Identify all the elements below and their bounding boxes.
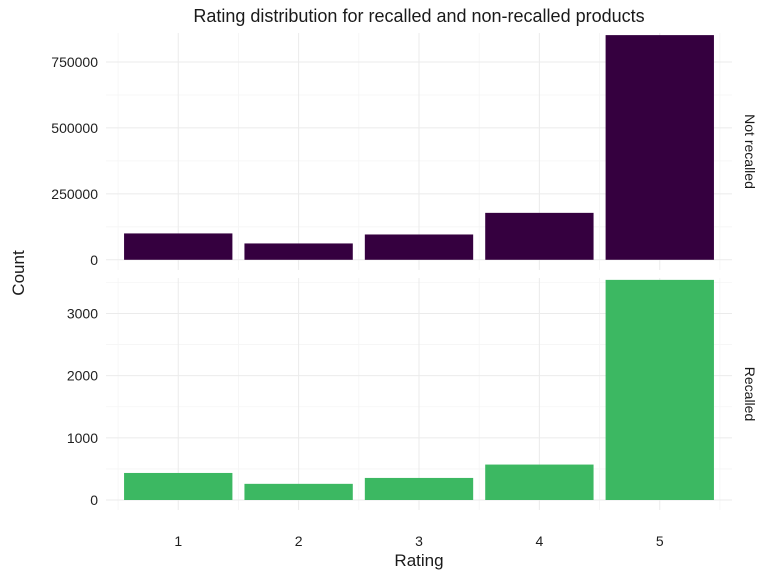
- x-tick-labels: 1 2 3 4 5: [174, 533, 664, 549]
- bar: [605, 279, 714, 501]
- y-tick-label: 0: [90, 252, 98, 268]
- y-tick-label: 3000: [67, 305, 98, 321]
- x-tick-label: 4: [535, 533, 543, 549]
- y-tick-label: 750000: [51, 54, 98, 70]
- y-tick-label: 1000: [67, 430, 98, 446]
- x-tick-label: 1: [174, 533, 182, 549]
- chart-title: Rating distribution for recalled and non…: [193, 6, 644, 26]
- x-tick-label: 2: [295, 533, 303, 549]
- x-tick-label: 5: [656, 533, 664, 549]
- facet-strip-label: Not recalled: [742, 114, 758, 189]
- bar: [244, 483, 353, 501]
- bar: [124, 472, 233, 501]
- facet-panels: 0 250000 500000 750000 Not recalled 0 1000 2000…: [51, 33, 758, 510]
- x-tick-label: 3: [415, 533, 423, 549]
- bar: [364, 234, 474, 260]
- facet-strip-label: Recalled: [742, 367, 758, 421]
- bar: [485, 212, 594, 260]
- y-tick-label: 250000: [51, 186, 98, 202]
- y-axis-title: Count: [9, 250, 28, 296]
- y-tick-label: 2000: [67, 368, 98, 384]
- y-tick-label: 0: [90, 492, 98, 508]
- y-tick-label: 500000: [51, 120, 98, 136]
- bar: [485, 464, 594, 501]
- bar: [364, 477, 474, 501]
- x-axis-title: Rating: [394, 551, 443, 570]
- bar: [124, 233, 233, 260]
- facet-panel: 0 1000 2000 3000 Recalled: [67, 278, 758, 510]
- bar: [605, 35, 714, 260]
- facet-panel: 0 250000 500000 750000 Not recalled: [51, 33, 758, 270]
- bar: [244, 243, 353, 260]
